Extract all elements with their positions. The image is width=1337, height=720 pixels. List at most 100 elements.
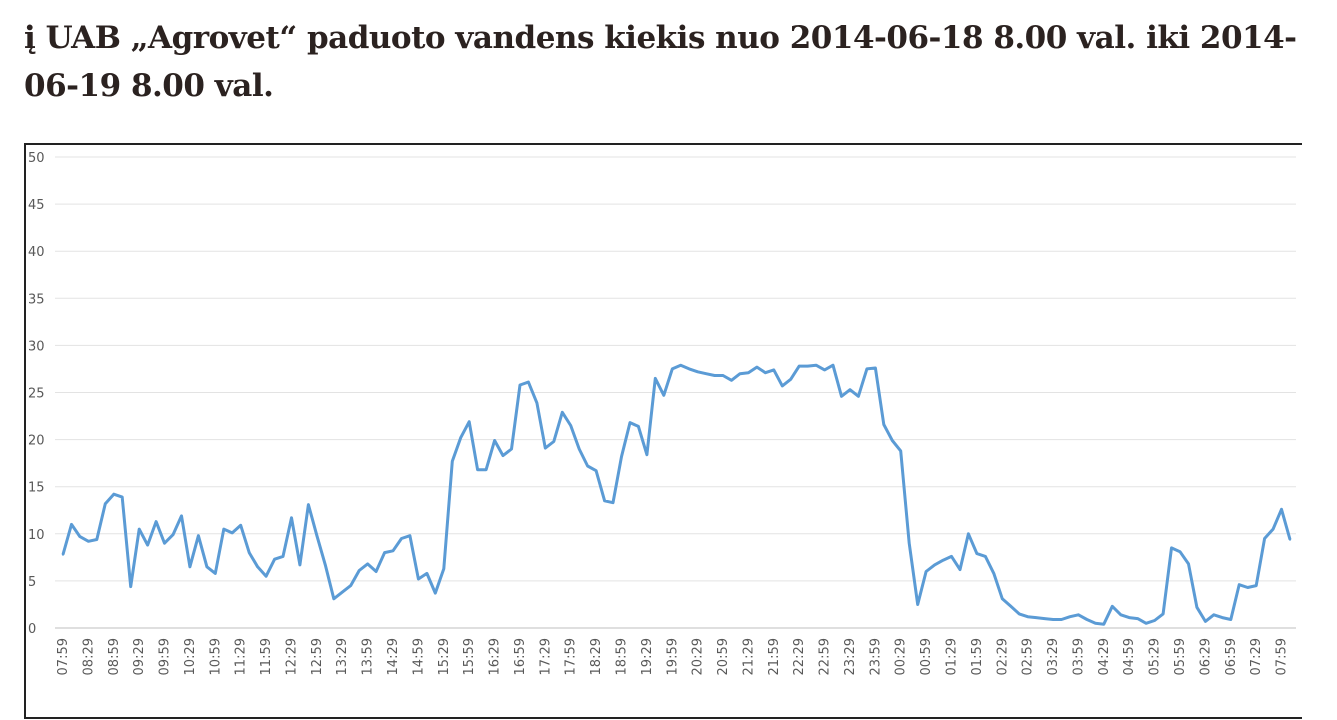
data-point xyxy=(1026,615,1029,618)
x-tick-label: 19:59 xyxy=(665,638,680,675)
x-tick-label: 11:29 xyxy=(234,638,249,675)
y-tick-label: 40 xyxy=(28,245,45,260)
x-tick-label: 21:29 xyxy=(741,638,756,675)
data-point xyxy=(400,537,403,540)
data-point xyxy=(891,439,894,442)
x-tick-label: 17:29 xyxy=(538,638,553,675)
gridlines xyxy=(55,156,1296,629)
data-point xyxy=(662,394,665,397)
data-point xyxy=(1102,623,1106,626)
x-tick-label: 06:59 xyxy=(1224,638,1239,675)
data-point xyxy=(874,366,877,370)
data-point xyxy=(476,468,479,471)
x-tick-label: 14:59 xyxy=(411,638,426,675)
x-tick-label: 21:59 xyxy=(767,638,782,675)
data-point xyxy=(730,379,733,382)
x-tick-label: 09:59 xyxy=(158,638,173,675)
data-point xyxy=(781,384,784,388)
data-point xyxy=(1255,584,1258,587)
data-point xyxy=(78,535,82,538)
x-tick-label: 11:59 xyxy=(259,638,274,675)
data-point xyxy=(104,502,107,505)
data-point xyxy=(214,572,217,575)
data-point xyxy=(391,549,395,552)
x-tick-label: 22:29 xyxy=(792,638,807,675)
x-tick-label: 02:29 xyxy=(995,638,1010,675)
x-tick-label: 17:59 xyxy=(564,638,579,675)
data-point xyxy=(1288,538,1292,541)
data-point xyxy=(468,420,471,423)
x-tick-label: 03:59 xyxy=(1071,638,1086,675)
x-tick-label: 12:59 xyxy=(310,638,325,675)
data-point xyxy=(992,572,995,575)
data-point xyxy=(510,447,513,451)
y-tick-label: 0 xyxy=(28,622,36,637)
data-point xyxy=(425,572,429,575)
x-tick-label: 02:59 xyxy=(1021,638,1036,675)
data-point xyxy=(1204,620,1207,623)
data-point xyxy=(840,395,843,398)
x-tick-label: 08:59 xyxy=(107,638,122,675)
x-tick-label: 15:59 xyxy=(462,638,477,675)
data-point xyxy=(1060,618,1063,621)
data-point xyxy=(332,597,335,600)
series-line-group xyxy=(61,363,1292,626)
data-point xyxy=(1263,537,1266,540)
x-tick-label: 07:29 xyxy=(1249,638,1264,675)
data-point xyxy=(493,439,496,442)
data-point xyxy=(281,555,285,558)
x-tick-label: 18:59 xyxy=(614,638,629,675)
data-point xyxy=(941,559,945,562)
data-point xyxy=(772,368,775,372)
y-tick-label: 25 xyxy=(28,387,45,402)
data-point xyxy=(535,401,539,405)
data-point xyxy=(552,440,555,443)
data-point xyxy=(349,584,352,587)
data-point xyxy=(975,552,979,555)
data-point xyxy=(984,555,987,558)
data-point xyxy=(1170,546,1173,550)
x-tick-label: 14:29 xyxy=(386,638,401,675)
data-point xyxy=(789,378,792,381)
x-tick-label: 04:29 xyxy=(1097,638,1112,675)
data-point xyxy=(933,563,936,567)
data-point xyxy=(1238,583,1241,586)
data-point xyxy=(1246,586,1249,589)
data-point xyxy=(594,469,598,472)
x-tick-label: 05:29 xyxy=(1148,638,1163,675)
data-point xyxy=(298,563,302,567)
data-point xyxy=(112,493,116,496)
data-point xyxy=(1034,616,1038,619)
data-point xyxy=(70,523,73,526)
data-point xyxy=(1153,619,1156,622)
x-tick-label: 04:59 xyxy=(1122,638,1137,675)
data-point xyxy=(1212,613,1216,616)
x-tick-label: 20:29 xyxy=(691,638,706,675)
data-point xyxy=(315,534,319,537)
data-point xyxy=(180,514,183,518)
data-point xyxy=(290,516,293,519)
y-tick-label: 35 xyxy=(28,292,45,307)
data-point xyxy=(95,538,99,541)
page-title: į UAB „Agrovet“ paduoto vandens kiekis n… xyxy=(24,20,1297,104)
x-tick-label: 20:59 xyxy=(716,638,731,675)
x-tick-label: 10:29 xyxy=(183,638,198,675)
data-point xyxy=(1111,605,1114,608)
data-point xyxy=(738,372,742,375)
data-point xyxy=(197,534,200,537)
x-tick-label: 13:29 xyxy=(335,638,350,675)
y-tick-label: 20 xyxy=(28,434,45,449)
chart-frame xyxy=(24,143,1302,719)
x-tick-label: 23:59 xyxy=(868,638,883,675)
data-point xyxy=(798,364,801,368)
data-point xyxy=(1018,612,1021,616)
data-point xyxy=(383,551,386,554)
data-point xyxy=(273,558,276,561)
data-point xyxy=(823,368,826,372)
data-point xyxy=(222,527,225,531)
data-point xyxy=(806,364,809,368)
data-point xyxy=(713,374,716,377)
data-point xyxy=(645,453,649,456)
x-tick-label: 13:59 xyxy=(361,638,376,675)
